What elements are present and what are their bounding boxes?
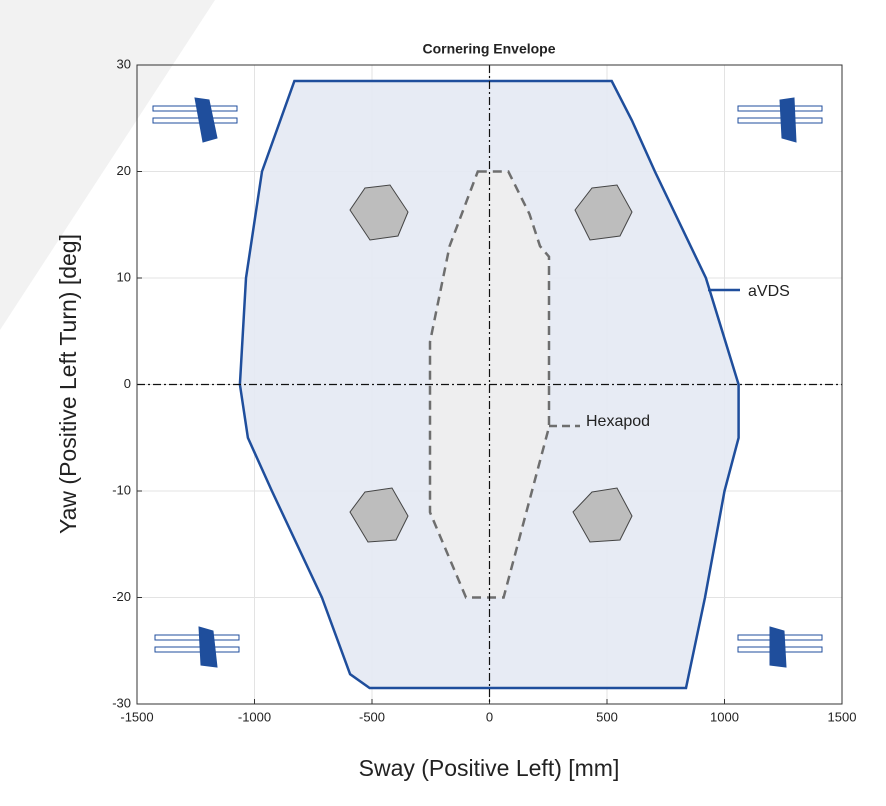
background-shape [0, 0, 215, 330]
x-axis-label: Sway (Positive Left) [mm] [359, 755, 620, 781]
y-tick-label: 30 [117, 56, 131, 71]
legend-label: aVDS [748, 283, 790, 300]
icons [152, 97, 823, 668]
y-axis-label: Yaw (Positive Left Turn) [deg] [55, 234, 81, 534]
x-tick-label: -1000 [238, 709, 271, 724]
y-tick-label: 10 [117, 269, 131, 284]
legend-label: Hexapod [586, 413, 650, 430]
plot-frame [136, 64, 843, 705]
x-tick-label: 1000 [710, 709, 739, 724]
chart-title: Cornering Envelope [422, 41, 555, 57]
x-tick-label: 1500 [828, 709, 857, 724]
y-tick-label: 0 [124, 376, 131, 391]
y-tick-label: 20 [117, 163, 131, 178]
x-tick-label: 0 [486, 709, 493, 724]
y-tick-label: -10 [112, 482, 131, 497]
plot-area: -1500 -1000 -500 0 500 1000 1500 -30 -20 -10 0 10 20… [112, 56, 856, 724]
y-tick-label: -30 [112, 695, 131, 710]
x-tick-label: -1500 [120, 709, 153, 724]
x-tick-label: -500 [359, 709, 385, 724]
x-tick-label: 500 [596, 709, 618, 724]
y-tick-label: -20 [112, 589, 131, 604]
